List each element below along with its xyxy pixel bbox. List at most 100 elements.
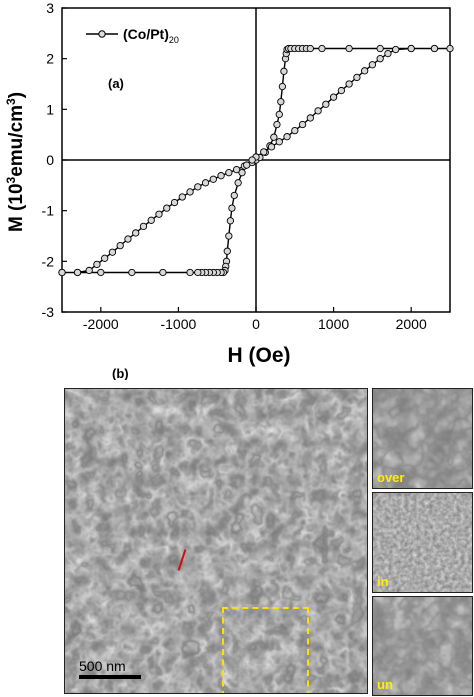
data-point xyxy=(85,266,93,275)
inset-label-over: over xyxy=(377,470,405,485)
inset-over: over xyxy=(372,388,473,489)
data-point xyxy=(314,107,322,115)
data-point xyxy=(267,143,276,151)
data-point xyxy=(277,98,285,106)
data-point xyxy=(329,93,338,101)
y-tick-label: -1 xyxy=(42,203,55,219)
data-point xyxy=(243,161,251,169)
data-point xyxy=(280,67,288,75)
scale-bar xyxy=(79,675,141,679)
panel-a-label: (a) xyxy=(108,76,124,91)
data-point xyxy=(376,55,384,63)
domain-pattern-main xyxy=(65,389,367,693)
data-point xyxy=(217,172,225,180)
data-point xyxy=(278,82,287,91)
data-point xyxy=(58,268,66,277)
data-point xyxy=(407,44,415,53)
x-tick-label: 2000 xyxy=(396,316,427,332)
data-point xyxy=(291,126,299,135)
data-point xyxy=(97,268,105,277)
data-point xyxy=(384,49,392,58)
data-point xyxy=(234,179,242,187)
data-point xyxy=(283,133,291,141)
data-point xyxy=(128,268,136,277)
data-point xyxy=(228,204,236,212)
y-axis-title: M (103emu/cm3) xyxy=(4,92,27,232)
y-tick-label: 1 xyxy=(46,101,54,117)
data-point xyxy=(230,191,238,200)
data-point xyxy=(238,169,246,177)
x-axis-title: H (Oe) xyxy=(228,344,291,367)
data-point xyxy=(194,268,202,277)
y-tick-label: -2 xyxy=(42,253,55,269)
data-point xyxy=(170,198,179,207)
data-point xyxy=(345,44,353,53)
data-point xyxy=(260,148,268,156)
data-point xyxy=(376,44,384,53)
y-tick-label: 0 xyxy=(46,152,54,168)
data-point xyxy=(298,120,307,129)
data-point xyxy=(275,110,283,119)
data-point xyxy=(273,120,281,129)
scale-bar-label: 500 nm xyxy=(79,658,126,674)
data-point xyxy=(353,73,361,82)
inset-label-un: un xyxy=(377,677,393,692)
data-point xyxy=(306,44,314,53)
inset-un: un xyxy=(372,596,473,696)
y-tick-label: 2 xyxy=(46,51,54,67)
data-point xyxy=(345,80,353,88)
legend-marker xyxy=(98,30,106,38)
data-point xyxy=(322,100,330,108)
data-point xyxy=(93,260,101,269)
inset-over-pattern xyxy=(373,389,472,488)
data-point xyxy=(124,235,132,243)
data-point xyxy=(194,183,202,191)
inset-label-in: in xyxy=(377,574,389,589)
data-point xyxy=(178,193,186,201)
data-point xyxy=(201,179,210,187)
panel-b-label: (b) xyxy=(112,366,129,380)
legend: (Co/Pt)20 xyxy=(86,26,179,45)
data-point xyxy=(225,169,233,177)
data-point xyxy=(306,114,314,122)
data-point xyxy=(368,61,377,69)
data-point xyxy=(209,175,217,183)
inset-un-pattern xyxy=(373,597,472,695)
y-tick-label: 3 xyxy=(46,0,54,16)
y-tick-label: -3 xyxy=(42,304,55,320)
x-tick-label: 0 xyxy=(252,316,260,332)
data-point xyxy=(232,165,241,174)
x-tick-label: -2000 xyxy=(83,316,119,332)
domain-image-main: 500 nm xyxy=(64,388,368,694)
data-point xyxy=(139,222,148,231)
data-point xyxy=(101,254,109,262)
data-point xyxy=(392,45,400,54)
data-point xyxy=(163,204,171,212)
inset-in-pattern xyxy=(373,493,472,592)
axis-ticks: -2000 -1000 0 1000 2000 -3 -2 -1 0 1 2 3 xyxy=(42,0,427,332)
data-point xyxy=(147,216,155,224)
data-point xyxy=(108,248,117,256)
data-point xyxy=(248,156,256,164)
data-point xyxy=(159,268,167,277)
data-point xyxy=(337,86,346,95)
data-point xyxy=(430,44,439,53)
data-point xyxy=(446,44,454,53)
data-point xyxy=(270,133,278,141)
data-point xyxy=(225,232,233,240)
x-tick-label: 1000 xyxy=(318,316,349,332)
data-point xyxy=(223,247,231,255)
data-point xyxy=(73,268,82,277)
data-point xyxy=(318,44,326,53)
inset-in: in xyxy=(372,492,473,593)
data-point xyxy=(186,188,194,196)
data-point xyxy=(186,268,194,277)
data-point xyxy=(226,217,235,225)
data-point xyxy=(116,241,124,250)
series-markers xyxy=(58,44,454,277)
selection-box xyxy=(222,607,309,693)
data-point xyxy=(360,67,369,75)
data-point xyxy=(132,229,140,237)
data-point xyxy=(275,138,283,146)
